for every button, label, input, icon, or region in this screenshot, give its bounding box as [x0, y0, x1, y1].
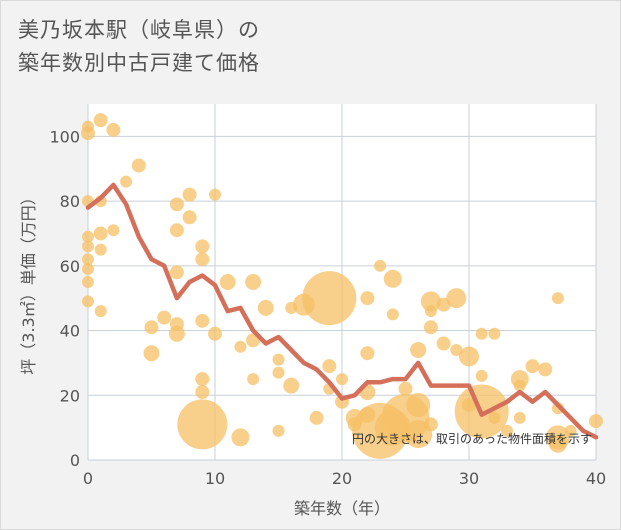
bubble-point — [195, 239, 210, 254]
bubble-point — [82, 240, 94, 253]
y-tick-label: 20 — [60, 386, 80, 405]
bubble-point — [360, 346, 375, 361]
bubble-point — [195, 385, 210, 400]
bubble-point — [488, 327, 501, 340]
bubble-point — [177, 399, 228, 450]
bubble-point — [107, 224, 120, 237]
bubble-point — [131, 158, 146, 173]
bubble-point — [94, 243, 107, 256]
x-tick-label: 0 — [83, 469, 93, 488]
bubble-point — [106, 122, 121, 137]
bubble-point — [513, 379, 526, 392]
bubble-point — [488, 411, 501, 424]
chart-title-line-1: 美乃坂本駅（岐阜県）の — [18, 18, 260, 42]
bubble-point — [82, 263, 94, 276]
bubble-point — [423, 417, 438, 432]
bubble-point — [169, 223, 184, 238]
size-annotation: 円の大きさは、取引のあった物件面積を示す — [352, 431, 592, 446]
bubble-point — [82, 253, 94, 266]
y-tick-label: 0 — [70, 451, 80, 470]
bubble-point — [209, 188, 221, 201]
bubble-point — [309, 410, 324, 425]
average-price-line — [85, 182, 599, 440]
bubble-point — [231, 428, 250, 447]
bubble-point — [360, 291, 375, 306]
bubble-point — [82, 120, 94, 133]
bubble-point — [446, 288, 467, 309]
y-tick-label: 60 — [60, 257, 80, 276]
y-tick-label: 40 — [60, 322, 80, 341]
y-axis-ticks: 0 20 40 60 80 100 — [49, 127, 80, 470]
bubble-point — [336, 373, 348, 386]
bubble-point — [82, 230, 94, 243]
bubble-point — [169, 197, 184, 212]
bubble-point — [195, 372, 210, 387]
y-tick-label: 80 — [60, 192, 80, 211]
bubble-point — [398, 381, 413, 396]
x-tick-label: 20 — [332, 469, 352, 488]
bubble-point — [195, 313, 210, 328]
bubble-point — [459, 346, 479, 367]
bubble-point — [195, 252, 210, 267]
bubble-point — [501, 424, 514, 437]
chart-title-line-2: 築年数別中古戸建て価格 — [18, 51, 260, 75]
bubble-point — [93, 226, 108, 241]
x-tick-label: 10 — [205, 469, 225, 488]
bubble-point — [424, 305, 437, 318]
chart-title: 美乃坂本駅（岐阜県）の 築年数別中古戸建て価格 — [18, 14, 260, 80]
bubble-point — [257, 299, 274, 316]
bubble-point — [120, 175, 133, 188]
bubble-point — [157, 310, 172, 325]
bubble-point — [513, 411, 526, 424]
y-tick-label: 100 — [49, 127, 80, 146]
bubble-point — [423, 320, 438, 335]
bubble-point — [420, 291, 441, 312]
x-axis-ticks: 0 10 20 30 40 — [83, 469, 606, 488]
x-tick-label: 30 — [459, 469, 479, 488]
bubble-point — [525, 359, 540, 374]
bubble-point — [551, 292, 564, 305]
bubble-point — [82, 276, 94, 288]
bubble-point — [272, 366, 285, 379]
bubble-point — [182, 187, 197, 202]
bubble-point — [548, 434, 567, 453]
bubble-point — [234, 340, 247, 353]
bubble-point — [302, 271, 357, 326]
bubble-point — [589, 414, 603, 429]
bubble-point — [82, 295, 94, 308]
bubble-point — [410, 341, 427, 358]
bubble-point — [436, 336, 451, 351]
bubble-point — [169, 265, 184, 280]
bubble-point — [144, 320, 159, 335]
bubble-point — [219, 274, 236, 290]
bubble-point — [383, 269, 402, 288]
bubble-point — [475, 369, 488, 382]
bubble-point — [322, 359, 337, 374]
bubble-point — [538, 362, 553, 377]
bubble-point — [475, 327, 488, 340]
x-axis-title: 築年数（年） — [294, 499, 390, 518]
bubble-point — [450, 343, 463, 356]
bubble-point — [272, 353, 285, 366]
bubble-point — [143, 345, 160, 362]
bubble-point — [386, 308, 399, 321]
bubble-point — [247, 373, 260, 386]
bubble-point — [245, 274, 262, 290]
bubble-point — [564, 424, 577, 437]
x-tick-label: 40 — [586, 469, 606, 488]
y-axis-title: 坪（3.3㎡）単価（万円） — [19, 189, 38, 374]
bubble-point — [272, 424, 285, 437]
bubble-point — [93, 113, 108, 128]
bubble-point — [168, 325, 185, 342]
bubble-point — [374, 259, 387, 272]
bubble-point — [283, 377, 300, 394]
bubble-point — [94, 305, 107, 318]
bubble-point — [406, 392, 431, 417]
bubble-point — [182, 210, 197, 225]
bubble-point — [208, 326, 222, 341]
